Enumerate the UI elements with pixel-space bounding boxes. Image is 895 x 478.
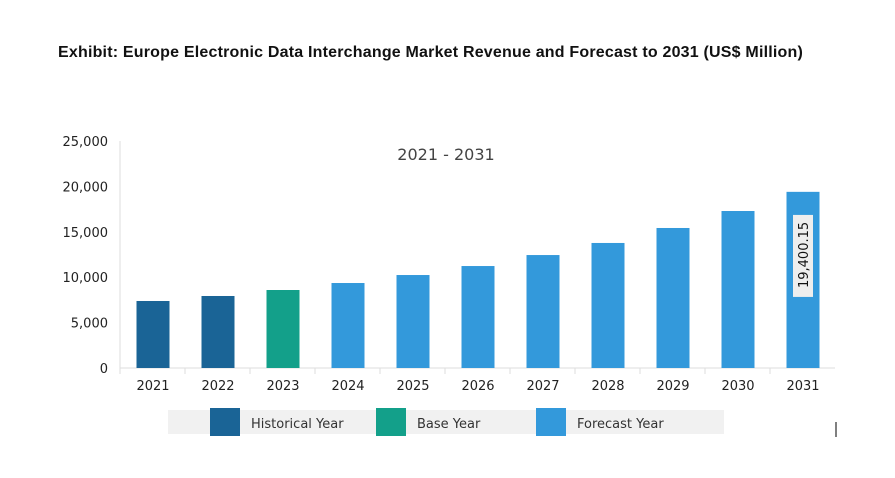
legend-swatch [376, 408, 406, 436]
legend [168, 410, 724, 434]
x-tick-label: 2028 [591, 379, 624, 394]
x-tick-label: 2021 [136, 379, 169, 394]
bar-2023 [266, 290, 300, 368]
chart-subtitle: 2021 - 2031 [397, 145, 494, 164]
data-label: 19,400.15 [797, 222, 812, 288]
x-tick-label: 2026 [461, 379, 494, 394]
y-tick-label: 20,000 [63, 180, 109, 195]
bar-2026 [461, 266, 495, 368]
bar-2024 [331, 283, 365, 368]
legend-swatch [210, 408, 240, 436]
bar-2021 [136, 300, 170, 368]
legend-label: Historical Year [251, 417, 344, 432]
data-label-box [793, 214, 813, 297]
bar-2022 [201, 295, 235, 368]
legend-swatch [536, 408, 566, 436]
legend-label: Forecast Year [577, 417, 664, 432]
bar-2028 [591, 242, 625, 368]
bar-2030 [721, 211, 755, 368]
x-tick-label: 2025 [396, 379, 429, 394]
bar-2029 [656, 227, 690, 368]
y-tick-label: 5,000 [71, 317, 108, 332]
x-tick-label: 2027 [526, 379, 559, 394]
x-tick-label: 2022 [201, 379, 234, 394]
bar-2025 [396, 275, 430, 368]
x-tick-label: 2031 [786, 379, 819, 394]
x-tick-label: 2029 [656, 379, 689, 394]
x-tick-label: 2024 [331, 379, 364, 394]
x-tick-label: 2030 [721, 379, 754, 394]
y-tick-label: 10,000 [63, 271, 109, 286]
y-tick-label: 25,000 [63, 135, 109, 150]
chart-title: Exhibit: Europe Electronic Data Intercha… [58, 44, 803, 61]
bar-2027 [526, 255, 560, 368]
x-tick-label: 2023 [266, 379, 299, 394]
y-tick-label: 0 [100, 362, 108, 377]
y-tick-label: 15,000 [63, 226, 109, 241]
legend-label: Base Year [417, 417, 481, 432]
